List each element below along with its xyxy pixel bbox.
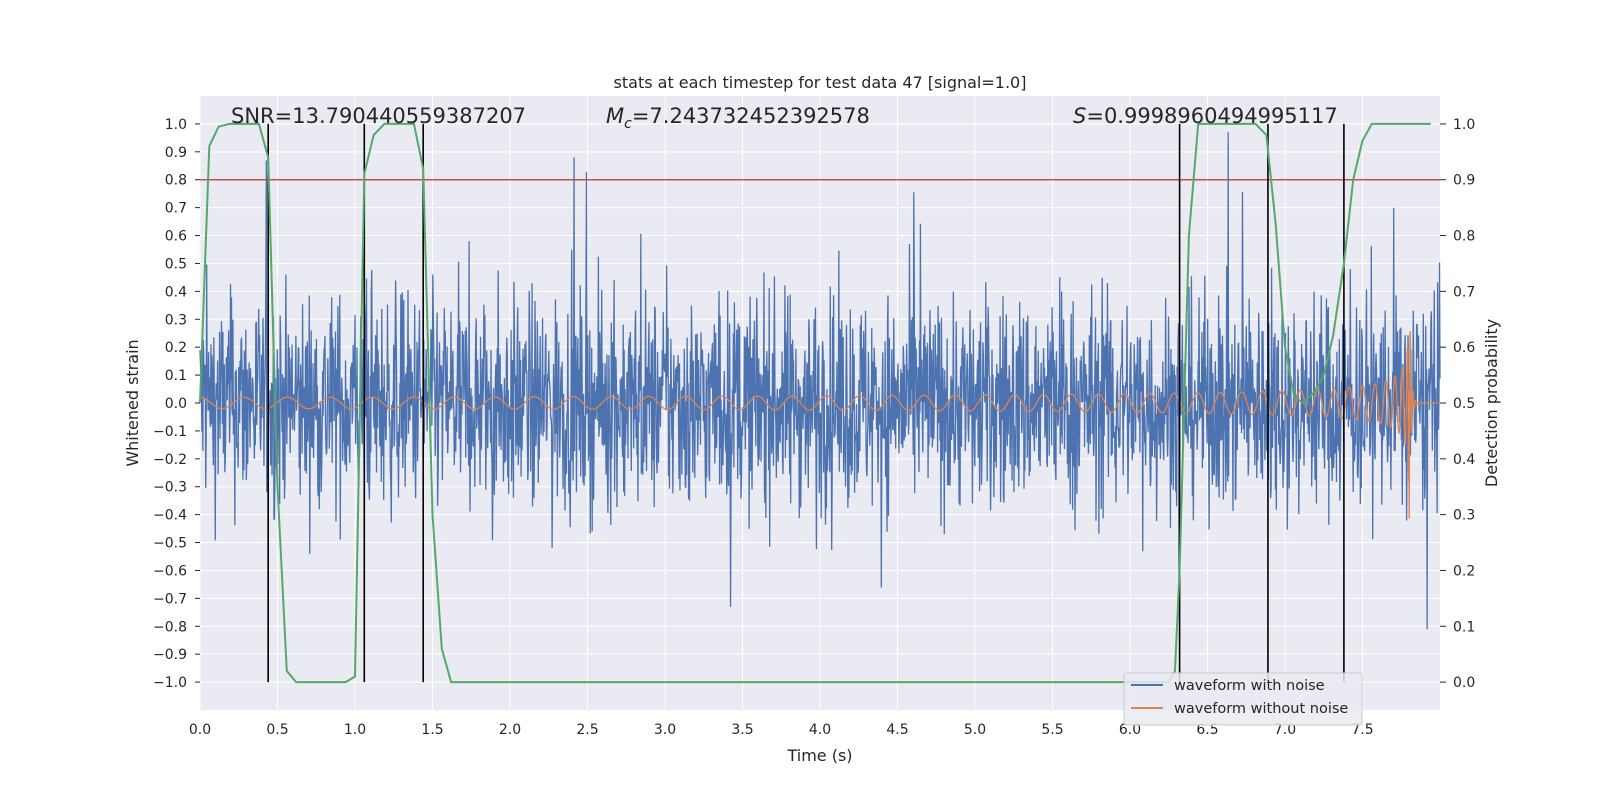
y-tick-label: −0.8 xyxy=(153,619,187,635)
y-tick-label: −0.2 xyxy=(153,452,187,468)
y-tick-label: −0.9 xyxy=(153,647,187,663)
chirp-mass-value: =7.243732452392578 xyxy=(632,104,870,128)
legend: waveform with noise waveform without noi… xyxy=(1123,672,1363,726)
x-tick-label: 1.5 xyxy=(421,722,443,738)
y-tick-label: 0.6 xyxy=(165,229,187,245)
y2-tick-label: 0.5 xyxy=(1453,396,1475,412)
legend-label-noise: waveform with noise xyxy=(1174,678,1325,694)
legend-box xyxy=(1123,672,1363,726)
x-tick-label: 7.5 xyxy=(1351,722,1373,738)
y-tick-label: 0.7 xyxy=(165,201,187,217)
series-detection-probability xyxy=(199,122,1431,684)
x-tick-label: 2.5 xyxy=(576,722,598,738)
y-tick-label: −0.4 xyxy=(153,508,187,524)
legend-label-clean: waveform without noise xyxy=(1174,701,1348,717)
y2-tick-label: 0.8 xyxy=(1453,229,1475,245)
noise-waveform-path xyxy=(199,132,1441,630)
x-tick-label: 4.5 xyxy=(886,722,908,738)
series-waveform-with-noise xyxy=(199,132,1441,630)
x-tick-label: 2.0 xyxy=(499,722,521,738)
y2-tick-label: 0.2 xyxy=(1453,563,1475,579)
x-tick-label: 5.0 xyxy=(964,722,986,738)
y-axis-label: Whitened strain xyxy=(123,339,142,466)
x-tick-label: 7.0 xyxy=(1274,722,1296,738)
x-axis-ticks: 0.0 0.5 1.0 1.5 2.0 2.5 3.0 3.5 4.0 4.5 5.0 5.5 6.0 6… xyxy=(189,722,1374,738)
y-tick-label: 0.5 xyxy=(165,256,187,272)
s-symbol: S xyxy=(1073,104,1086,128)
x-tick-label: 4.0 xyxy=(809,722,831,738)
y-tick-label: 0.0 xyxy=(165,396,187,412)
y2-tick-label: 0.1 xyxy=(1453,619,1475,635)
s-value: =0.9998960494995117 xyxy=(1086,104,1337,128)
y-tick-label: −0.3 xyxy=(153,480,187,496)
y2-tick-label: 0.6 xyxy=(1453,340,1475,356)
s-annotation: S=0.9998960494995117 xyxy=(1073,104,1338,128)
y2-tick-label: 0.3 xyxy=(1453,508,1475,524)
y-tick-label: 0.9 xyxy=(165,145,187,161)
detection-probability-path xyxy=(199,122,1431,684)
y-tick-label: −1.0 xyxy=(153,675,187,691)
y-tick-label: 0.1 xyxy=(165,368,187,384)
x-tick-label: 6.0 xyxy=(1119,722,1141,738)
y-tick-label: 0.4 xyxy=(165,284,187,300)
clean-waveform-path xyxy=(200,331,1440,519)
y-tick-label: −0.6 xyxy=(153,563,187,579)
series-waveform-without-noise xyxy=(200,331,1440,519)
y2-tick-label: 1.0 xyxy=(1453,117,1475,133)
y-tick-label: 0.3 xyxy=(165,312,187,328)
x-tick-label: 6.5 xyxy=(1196,722,1218,738)
y-tick-label: 0.2 xyxy=(165,340,187,356)
y2-tick-label: 0.0 xyxy=(1453,675,1475,691)
chart-title: stats at each timestep for test data 47 … xyxy=(614,73,1027,92)
y2-tick-label: 0.4 xyxy=(1453,452,1475,468)
y2-axis-ticks: 1.0 0.9 0.8 0.7 0.6 0.5 0.4 0.3 0.2 0.1 0.0 xyxy=(1440,117,1475,691)
y2-axis-label: Detection probability xyxy=(1482,319,1501,487)
chirp-mass-annotation: Mc=7.243732452392578 xyxy=(606,104,870,132)
chirp-mass-symbol: M xyxy=(606,104,624,128)
x-tick-label: 0.0 xyxy=(189,722,211,738)
x-tick-label: 3.5 xyxy=(731,722,753,738)
y-tick-label: 1.0 xyxy=(165,117,187,133)
y-tick-label: −0.5 xyxy=(153,536,187,552)
y-axis-ticks: 1.0 0.9 0.8 0.7 0.6 0.5 0.4 0.3 0.2 0.1 0.0 −0.1 −0.… xyxy=(153,117,200,691)
x-tick-label: 1.0 xyxy=(344,722,366,738)
x-tick-label: 5.5 xyxy=(1041,722,1063,738)
snr-annotation: SNR=13.790440559387207 xyxy=(231,104,526,128)
y2-tick-label: 0.9 xyxy=(1453,173,1475,189)
x-tick-label: 0.5 xyxy=(266,722,288,738)
y-tick-label: −0.7 xyxy=(153,591,187,607)
y-tick-label: −0.1 xyxy=(153,424,187,440)
chirp-mass-subscript: c xyxy=(624,116,632,132)
x-axis-label: Time (s) xyxy=(786,746,852,765)
y2-tick-label: 0.7 xyxy=(1453,284,1475,300)
y-tick-label: 0.8 xyxy=(165,173,187,189)
x-tick-label: 3.0 xyxy=(654,722,676,738)
